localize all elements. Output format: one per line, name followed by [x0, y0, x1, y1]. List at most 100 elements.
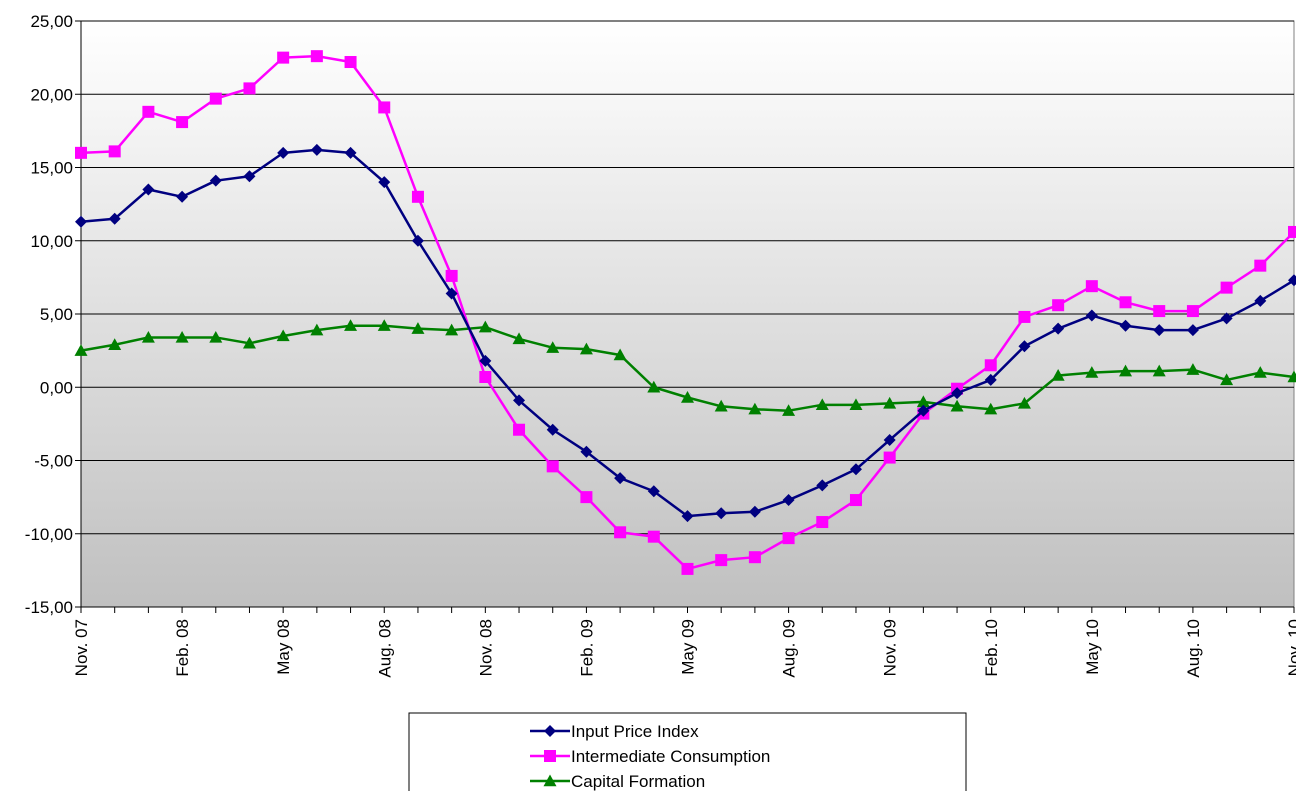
- data-point: [1287, 370, 1296, 383]
- data-point: [984, 402, 998, 415]
- data-point: [513, 394, 526, 407]
- data-point: [951, 387, 964, 400]
- y-tick-label: 15,00: [30, 159, 73, 178]
- data-point: [984, 373, 997, 386]
- data-point: [377, 319, 391, 331]
- y-tick-label: 0,00: [40, 378, 73, 397]
- legend-box: [408, 712, 967, 791]
- data-point: [1017, 396, 1031, 409]
- data-point: [782, 404, 796, 416]
- data-point: [310, 50, 323, 63]
- data-point: [512, 332, 526, 345]
- data-point: [75, 215, 87, 228]
- data-point: [1052, 322, 1065, 335]
- data-point: [647, 380, 661, 393]
- data-point: [1153, 305, 1166, 318]
- x-tick-label: Nov. 07: [72, 619, 91, 676]
- data-point: [344, 56, 357, 69]
- data-point: [1119, 364, 1133, 377]
- x-tick-label: Aug. 10: [1184, 619, 1203, 678]
- data-point: [176, 190, 189, 203]
- series-layer: [74, 50, 1296, 575]
- data-point: [1152, 364, 1166, 377]
- data-point: [1288, 274, 1296, 287]
- data-point: [209, 330, 223, 343]
- data-point: [579, 342, 593, 355]
- legend-triangle-marker: [543, 774, 557, 787]
- data-point: [984, 359, 997, 372]
- data-point: [1119, 319, 1132, 332]
- y-tick-label: 10,00: [30, 232, 73, 251]
- data-point: [75, 146, 87, 159]
- data-point: [714, 399, 728, 412]
- data-point: [1052, 299, 1065, 312]
- data-point: [748, 551, 761, 564]
- y-tick-label: -15,00: [25, 598, 73, 617]
- x-tick-label: May 10: [1083, 619, 1102, 675]
- data-point: [344, 146, 357, 159]
- data-point: [411, 234, 424, 247]
- x-tick-label: Feb. 10: [982, 619, 1001, 677]
- data-point: [242, 336, 256, 349]
- data-point: [108, 338, 122, 350]
- data-point: [883, 451, 896, 464]
- data-point: [378, 176, 391, 189]
- data-point: [849, 494, 862, 507]
- data-point: [108, 145, 121, 158]
- data-point: [614, 526, 627, 539]
- data-point: [175, 330, 189, 343]
- data-point: [479, 354, 492, 367]
- data-point: [1051, 369, 1065, 381]
- y-tick-label: -5,00: [34, 452, 73, 471]
- data-point: [1018, 310, 1031, 323]
- data-point: [580, 491, 593, 504]
- x-tick-label: May 08: [274, 619, 293, 675]
- data-point: [1085, 280, 1098, 293]
- data-point: [277, 51, 290, 64]
- legend-label: Capital Formation: [571, 772, 705, 791]
- data-point: [344, 319, 358, 331]
- data-point: [209, 174, 222, 187]
- data-point: [445, 323, 459, 336]
- data-point: [277, 146, 290, 159]
- data-point: [580, 445, 593, 458]
- data-point: [1153, 324, 1166, 337]
- data-point: [1220, 373, 1234, 386]
- data-point: [1254, 259, 1267, 272]
- y-tick-label: 20,00: [30, 85, 73, 104]
- data-point: [141, 330, 155, 343]
- data-point: [916, 395, 930, 408]
- x-tick-label: Aug. 08: [375, 619, 394, 678]
- data-point: [276, 329, 290, 342]
- data-point: [681, 562, 694, 575]
- data-point: [883, 433, 896, 446]
- data-point: [176, 116, 189, 129]
- x-tick-label: Feb. 08: [173, 619, 192, 677]
- data-point: [310, 143, 323, 156]
- data-point: [1288, 225, 1296, 238]
- data-point: [1253, 366, 1267, 378]
- data-point: [142, 105, 155, 118]
- data-point: [243, 170, 256, 183]
- legend-label: Intermediate Consumption: [571, 747, 770, 766]
- legend-entry: Capital Formation: [530, 772, 705, 791]
- data-point: [1085, 309, 1098, 322]
- data-point: [142, 183, 155, 196]
- data-point: [310, 323, 324, 336]
- data-point: [614, 472, 627, 485]
- data-point: [479, 370, 492, 383]
- legend-entry: Input Price Index: [530, 722, 699, 741]
- data-point: [108, 212, 121, 225]
- data-point: [715, 507, 728, 520]
- data-point: [715, 554, 728, 567]
- data-point: [445, 287, 458, 300]
- data-point: [74, 344, 88, 356]
- series-input-price-index: [75, 143, 1296, 523]
- data-point: [1254, 294, 1267, 307]
- legend: Input Price Index Intermediate Consumptio…: [408, 712, 967, 791]
- data-point: [849, 398, 863, 411]
- data-point: [782, 494, 795, 507]
- data-point: [816, 516, 829, 529]
- data-point: [883, 396, 897, 409]
- data-point: [1085, 366, 1099, 378]
